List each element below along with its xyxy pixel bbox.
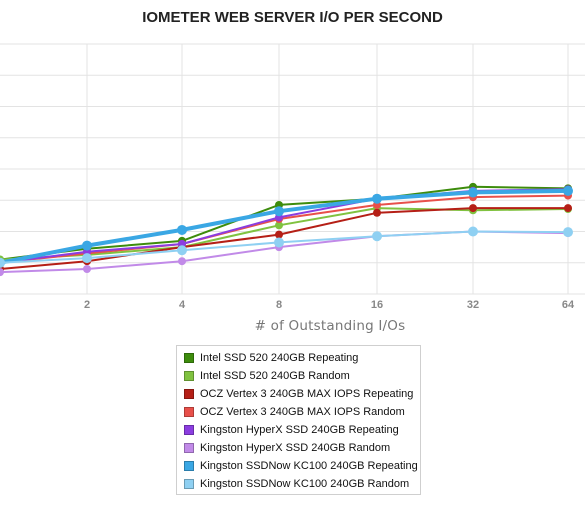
- legend-swatch: [184, 353, 194, 363]
- legend-label: Intel SSD 520 240GB Repeating: [200, 352, 359, 364]
- x-tick-label: 4: [179, 299, 186, 310]
- legend-swatch: [184, 371, 194, 381]
- legend-label: OCZ Vertex 3 240GB MAX IOPS Repeating: [200, 388, 414, 400]
- x-tick-label: 32: [467, 299, 479, 310]
- data-point: [177, 224, 187, 235]
- legend-item: Kingston HyperX SSD 240GB Random: [184, 439, 420, 457]
- legend-item: OCZ Vertex 3 240GB MAX IOPS Repeating: [184, 385, 420, 403]
- x-tick-label: 16: [371, 299, 383, 310]
- data-point: [82, 253, 92, 264]
- legend-label: Kingston SSDNow KC100 240GB Repeating: [200, 460, 418, 472]
- data-point: [275, 221, 283, 230]
- data-point: [372, 231, 382, 242]
- legend-item: Intel SSD 520 240GB Random: [184, 367, 420, 385]
- line-chart: 2 4 8 16 32 64: [0, 43, 585, 310]
- data-point: [373, 208, 381, 217]
- data-point: [372, 193, 382, 204]
- legend-item: Kingston SSDNow KC100 240GB Random: [184, 475, 420, 493]
- legend-swatch: [184, 443, 194, 453]
- chart-legend: Intel SSD 520 240GB Repeating Intel SSD 5…: [176, 345, 421, 495]
- legend-label: Kingston HyperX SSD 240GB Random: [200, 442, 391, 454]
- data-point: [82, 240, 92, 251]
- legend-item: OCZ Vertex 3 240GB MAX IOPS Random: [184, 403, 420, 421]
- data-point: [83, 265, 91, 273]
- data-point: [563, 227, 573, 238]
- x-axis-title: # of Outstanding I/Os: [254, 318, 406, 334]
- legend-item: Kingston HyperX SSD 240GB Repeating: [184, 421, 420, 439]
- legend-swatch: [184, 461, 194, 471]
- data-point: [274, 206, 284, 217]
- legend-item: Kingston SSDNow KC100 240GB Repeating: [184, 457, 420, 475]
- legend-swatch: [184, 407, 194, 417]
- data-point: [564, 204, 572, 213]
- legend-label: OCZ Vertex 3 240GB MAX IOPS Random: [200, 406, 405, 418]
- legend-label: Kingston HyperX SSD 240GB Repeating: [200, 424, 399, 436]
- data-point: [563, 185, 573, 196]
- x-tick-label: 2: [84, 299, 90, 310]
- legend-swatch: [184, 389, 194, 399]
- data-point: [0, 268, 4, 277]
- data-point: [469, 204, 477, 213]
- data-point: [275, 230, 283, 239]
- data-point: [468, 187, 478, 198]
- legend-swatch: [184, 425, 194, 435]
- data-point: [178, 257, 186, 266]
- legend-label: Kingston SSDNow KC100 240GB Random: [200, 478, 410, 490]
- legend-label: Intel SSD 520 240GB Random: [200, 370, 350, 382]
- legend-swatch: [184, 479, 194, 489]
- data-point: [274, 237, 284, 248]
- data-point: [0, 257, 5, 268]
- x-tick-label: 64: [562, 299, 575, 310]
- data-point: [468, 226, 478, 237]
- x-tick-label: 8: [276, 299, 282, 310]
- legend-item: Intel SSD 520 240GB Repeating: [184, 349, 420, 367]
- chart-title: IOMETER WEB SERVER I/O PER SECOND: [142, 9, 443, 26]
- data-point: [177, 245, 187, 256]
